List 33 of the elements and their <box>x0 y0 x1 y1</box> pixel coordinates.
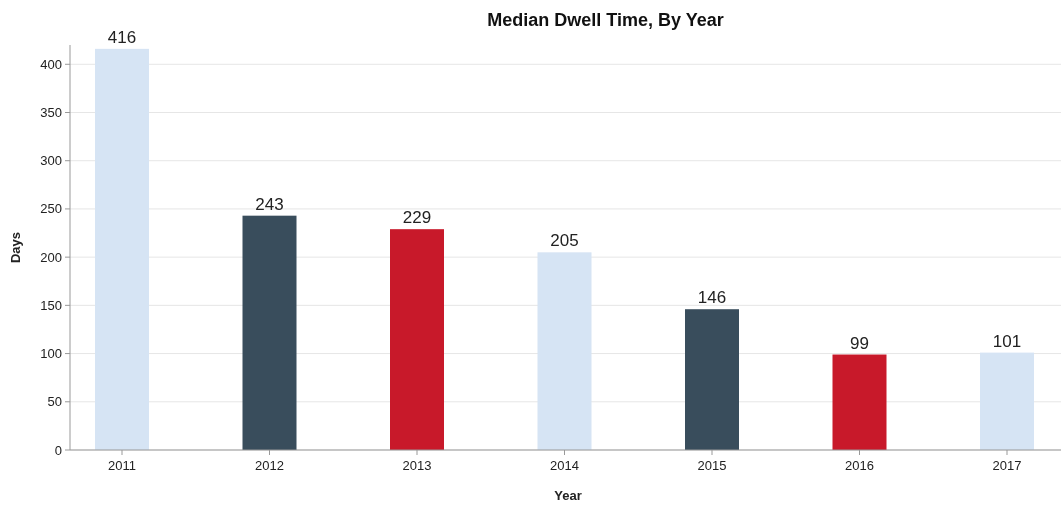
bar <box>242 215 297 450</box>
y-axis-title: Days <box>8 231 23 264</box>
data-label: 229 <box>402 208 432 228</box>
x-axis-title: Year <box>554 488 582 503</box>
x-tick-label: 2015 <box>697 458 727 473</box>
y-tick-label: 350 <box>40 105 62 121</box>
x-tick-label: 2011 <box>108 458 136 473</box>
x-tick-label: 2016 <box>845 458 874 473</box>
bar <box>980 352 1034 450</box>
bar <box>685 309 739 450</box>
x-tick-label: 2013 <box>402 458 432 473</box>
data-label: 416 <box>107 27 137 47</box>
y-tick-label: 100 <box>40 346 62 362</box>
data-label: 205 <box>550 231 579 251</box>
data-label: 146 <box>697 288 727 308</box>
y-tick-label: 150 <box>40 297 62 313</box>
bar <box>95 48 149 450</box>
y-tick-label: 50 <box>47 394 62 410</box>
bar <box>832 354 887 450</box>
x-tick-label: 2017 <box>992 458 1022 473</box>
x-tick-label: 2012 <box>255 458 284 473</box>
x-tick-label: 2014 <box>550 458 579 473</box>
data-label: 99 <box>850 333 869 353</box>
data-label: 101 <box>992 331 1022 351</box>
bar <box>390 229 444 450</box>
y-tick-label: 250 <box>40 201 62 217</box>
data-label: 243 <box>255 194 284 214</box>
y-tick-label: 300 <box>40 153 62 169</box>
y-tick-label: 200 <box>40 249 62 265</box>
y-tick-label: 0 <box>54 442 62 458</box>
chart-title: Median Dwell Time, By Year <box>487 10 724 30</box>
bar <box>537 252 592 450</box>
y-tick-label: 400 <box>40 56 62 72</box>
